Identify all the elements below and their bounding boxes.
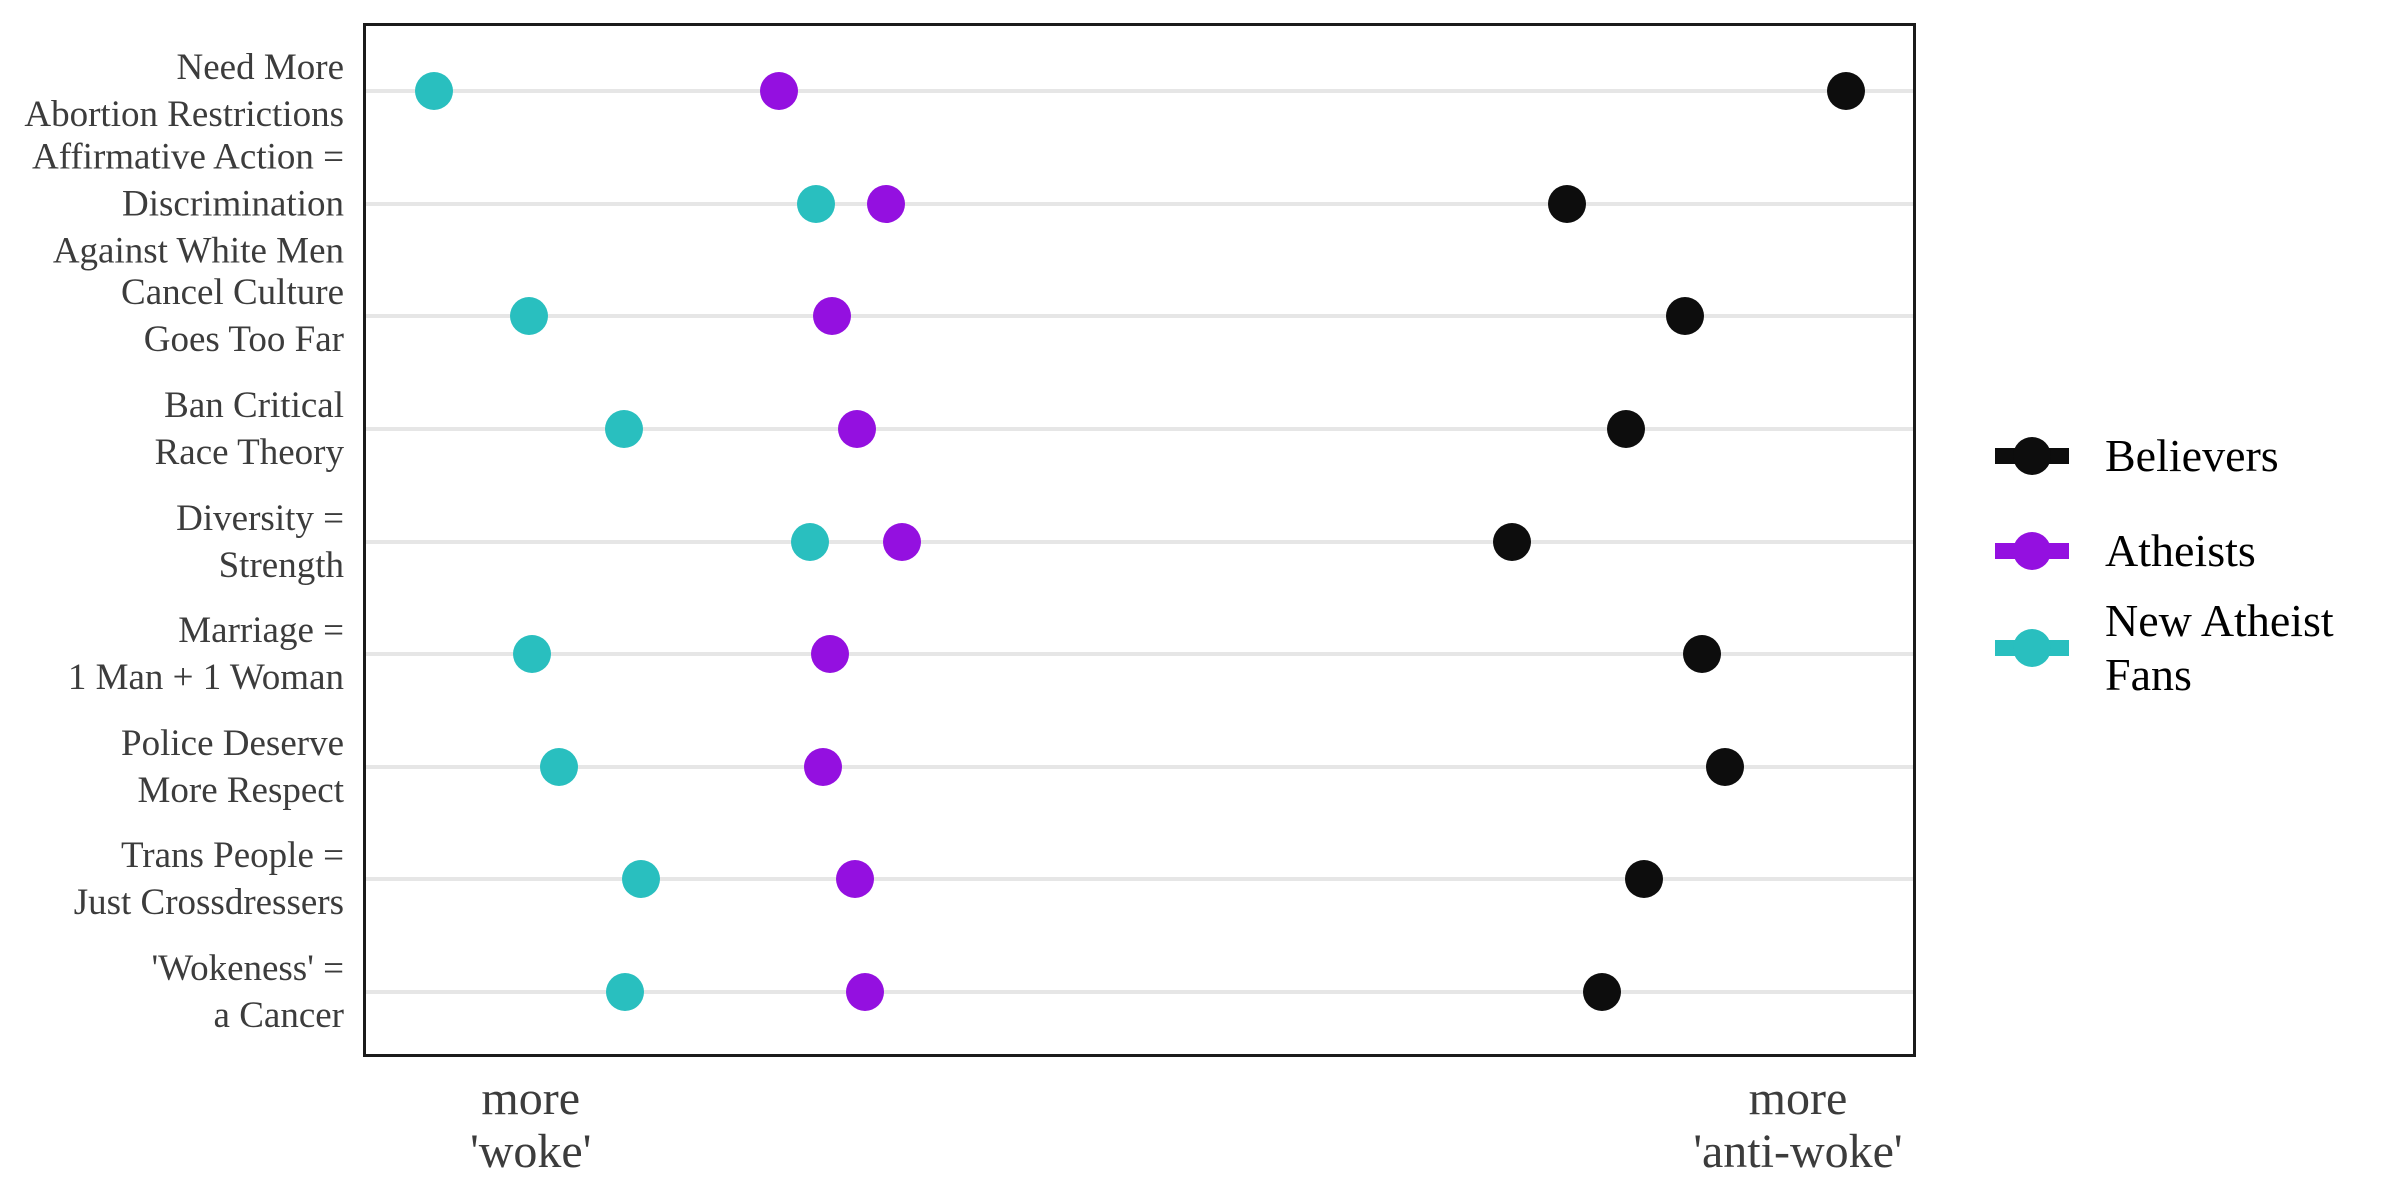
x-axis-tick-label: more'anti-woke' — [1693, 1072, 1902, 1178]
data-point-atheists — [760, 72, 799, 110]
category-label-line: a Cancer — [213, 995, 344, 1036]
legend-label: New Atheist Fans — [2105, 594, 2334, 702]
category-label: Trans People = Just Crossdressers — [74, 832, 344, 926]
data-point-atheists — [836, 860, 875, 899]
legend-key-dot — [2013, 629, 2051, 667]
category-label-line: Goes Too Far — [143, 319, 344, 361]
category-label-line: Against White Men — [52, 230, 344, 272]
data-point-new-atheist-fans — [513, 635, 552, 674]
legend-key-dot — [2013, 437, 2051, 475]
gridline — [366, 652, 1913, 657]
category-label-line: Cancel Culture — [121, 272, 344, 314]
category-label-line: Just Crossdressers — [73, 882, 344, 924]
plot-area — [363, 23, 1916, 1057]
legend-key-dot — [2013, 532, 2051, 570]
legend-label: Believers — [2105, 429, 2279, 483]
data-point-atheists — [811, 635, 850, 674]
category-label: Affirmative Action = Discrimination Agains… — [32, 133, 344, 274]
category-label: 'Wokeness' = a Cancer — [151, 945, 344, 1039]
gridline — [366, 990, 1913, 994]
category-label-line: Affirmative Action = — [31, 136, 344, 178]
data-point-atheists — [882, 522, 921, 561]
data-point-believers — [1827, 72, 1866, 110]
data-point-believers — [1665, 297, 1704, 336]
data-point-new-atheist-fans — [621, 860, 660, 899]
x-axis-tick-label: more'woke' — [470, 1072, 591, 1178]
category-label-line: 1 Man + 1 Woman — [67, 657, 344, 699]
x-axis-tick-label-line: 'anti-woke' — [1693, 1125, 1903, 1178]
category-label: Diversity = Strength — [176, 495, 344, 589]
data-point-atheists — [813, 297, 851, 336]
legend-key-icon — [1995, 628, 2069, 668]
legend-label: Atheists — [2105, 524, 2256, 578]
category-label: Police Deserve More Respect — [121, 720, 344, 814]
category-label-line: Ban Critical — [164, 384, 344, 426]
category-label-line: Race Theory — [154, 431, 344, 473]
x-axis-tick-label-line: more — [1748, 1072, 1848, 1125]
legend-key-icon — [1995, 436, 2069, 476]
x-axis-tick-label-line: more — [481, 1072, 581, 1125]
gridline — [366, 764, 1913, 769]
category-label-line: Strength — [218, 544, 344, 586]
data-point-new-atheist-fans — [510, 297, 549, 336]
category-label-line: Diversity = — [176, 497, 344, 539]
category-label-line: More Respect — [137, 769, 344, 811]
category-label-line: Marriage = — [178, 610, 344, 652]
data-point-believers — [1625, 860, 1664, 899]
gridline — [366, 89, 1913, 93]
category-label-line: 'Wokeness' = — [151, 948, 344, 989]
category-label-line: Police Deserve — [121, 722, 344, 764]
category-label: Ban Critical Race Theory — [155, 382, 344, 476]
data-point-believers — [1493, 522, 1532, 561]
legend-key-icon — [1995, 531, 2069, 571]
data-point-new-atheist-fans — [606, 973, 645, 1011]
category-label: Marriage = 1 Man + 1 Woman — [68, 607, 344, 701]
data-point-atheists — [867, 184, 906, 223]
category-label-line: Abortion Restrictions — [24, 94, 344, 135]
data-point-believers — [1583, 973, 1622, 1011]
category-label-line: Trans People = — [120, 835, 344, 877]
legend-label-line: New Atheist — [2105, 595, 2334, 646]
data-point-atheists — [837, 409, 876, 448]
data-point-new-atheist-fans — [791, 522, 830, 561]
category-label: Need More Abortion Restrictions — [24, 44, 344, 138]
gridline — [366, 201, 1913, 206]
gridline — [366, 314, 1913, 319]
data-point-believers — [1705, 747, 1744, 786]
data-point-atheists — [803, 747, 842, 786]
data-point-believers — [1547, 184, 1586, 223]
category-label-line: Need More — [176, 47, 344, 88]
data-point-new-atheist-fans — [539, 747, 578, 786]
data-point-believers — [1606, 409, 1645, 448]
data-point-new-atheist-fans — [797, 184, 836, 223]
category-label: Cancel Culture Goes Too Far — [121, 269, 344, 363]
data-point-believers — [1682, 635, 1721, 674]
legend-label-line: Atheists — [2105, 525, 2256, 576]
data-point-new-atheist-fans — [604, 409, 643, 448]
gridline — [366, 426, 1913, 431]
legend-label-line: Fans — [2105, 649, 2192, 700]
legend-label-line: Believers — [2105, 430, 2279, 481]
gridline — [366, 539, 1913, 544]
data-point-atheists — [845, 973, 884, 1011]
gridline — [366, 877, 1913, 882]
data-point-new-atheist-fans — [415, 72, 454, 110]
x-axis-tick-label-line: 'woke' — [470, 1125, 592, 1178]
category-label-line: Discrimination — [122, 183, 344, 225]
